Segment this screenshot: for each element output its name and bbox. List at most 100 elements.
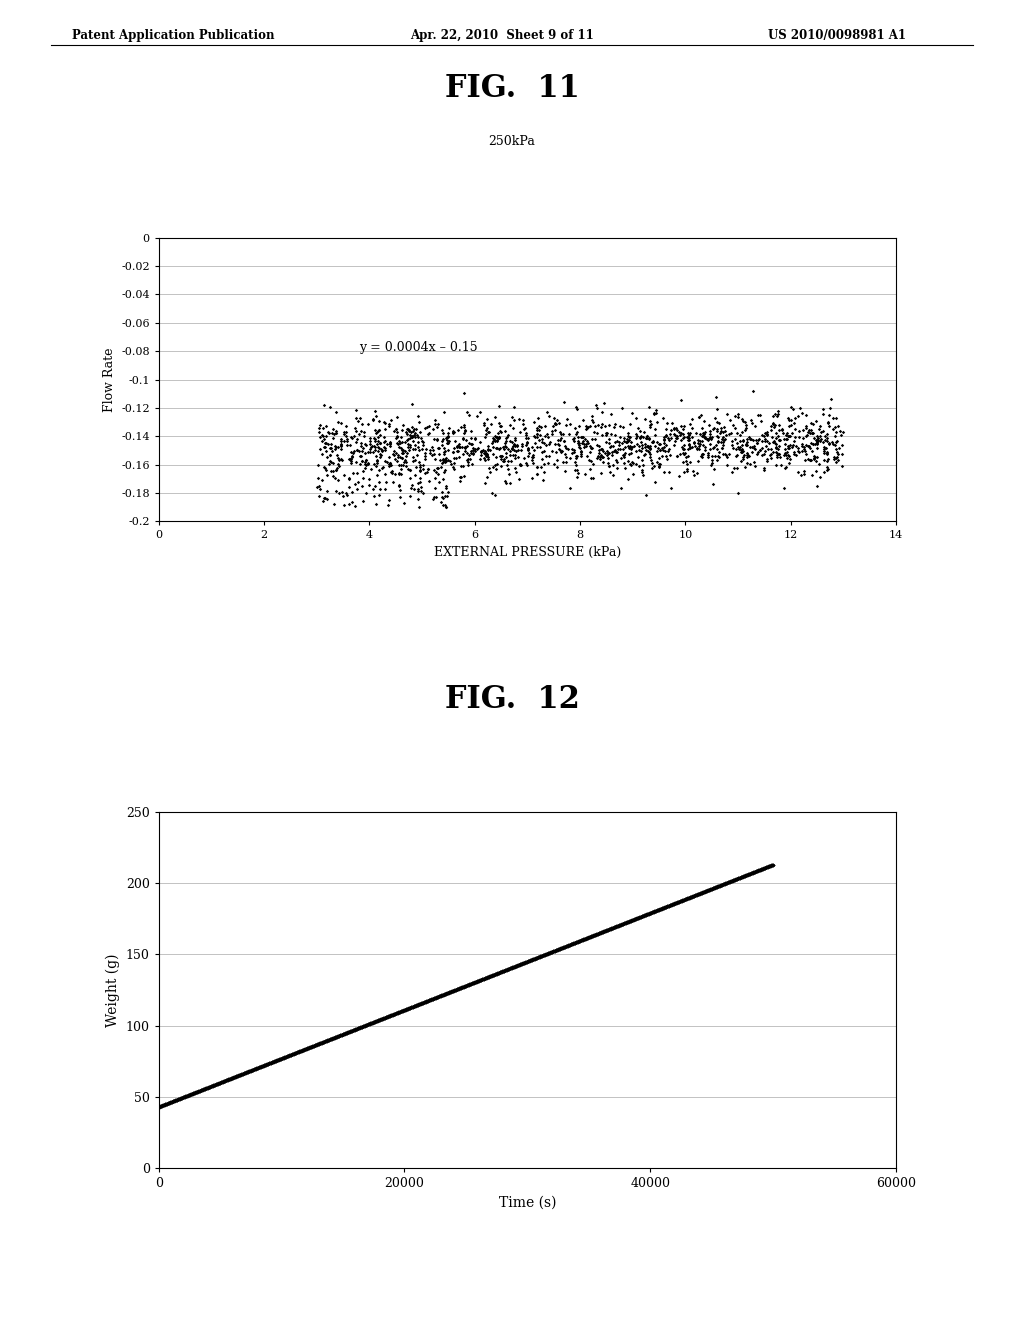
Point: [362, 430, 379, 451]
Point: [188, 1081, 205, 1102]
Point: [781, 426, 798, 447]
Point: [780, 445, 797, 466]
Point: [372, 1008, 388, 1030]
Point: [680, 426, 696, 447]
Point: [524, 447, 541, 469]
Point: [469, 405, 485, 426]
Point: [294, 1040, 310, 1061]
Point: [603, 917, 620, 939]
Point: [408, 995, 424, 1016]
Point: [694, 882, 711, 903]
Point: [425, 418, 441, 440]
Point: [769, 442, 785, 463]
Point: [180, 1085, 197, 1106]
Point: [514, 953, 530, 974]
Point: [605, 465, 622, 486]
Point: [505, 957, 521, 978]
Point: [671, 891, 687, 912]
Point: [680, 887, 696, 908]
Point: [367, 430, 383, 451]
Point: [580, 418, 596, 440]
Point: [252, 1056, 268, 1077]
Point: [342, 449, 358, 470]
Point: [809, 430, 825, 451]
Point: [308, 1034, 325, 1055]
Point: [810, 428, 826, 449]
Point: [233, 1064, 250, 1085]
Text: FIG.  11: FIG. 11: [444, 73, 580, 103]
Point: [193, 1080, 209, 1101]
Point: [677, 888, 693, 909]
Point: [568, 455, 585, 477]
Point: [392, 1001, 409, 1022]
Point: [279, 1045, 295, 1067]
Point: [645, 902, 662, 923]
Point: [745, 862, 762, 883]
Point: [453, 977, 469, 998]
Point: [283, 1044, 299, 1065]
Point: [485, 965, 502, 986]
Point: [318, 425, 335, 446]
Text: Apr. 22, 2010  Sheet 9 of 11: Apr. 22, 2010 Sheet 9 of 11: [410, 29, 593, 42]
Point: [627, 908, 643, 929]
Point: [628, 908, 644, 929]
Point: [422, 990, 438, 1011]
Point: [331, 483, 347, 504]
Point: [416, 483, 432, 504]
Point: [282, 1044, 298, 1065]
Point: [315, 1031, 332, 1052]
Point: [407, 995, 423, 1016]
Point: [348, 1019, 365, 1040]
Point: [348, 440, 365, 461]
Point: [597, 920, 613, 941]
Point: [393, 1001, 410, 1022]
Point: [532, 457, 549, 478]
Point: [684, 886, 700, 907]
Point: [260, 1053, 276, 1074]
Point: [554, 937, 570, 958]
Point: [266, 1051, 283, 1072]
Point: [253, 1056, 269, 1077]
Point: [461, 974, 477, 995]
Point: [770, 400, 786, 421]
Point: [699, 880, 716, 902]
Point: [479, 966, 496, 987]
Point: [413, 993, 429, 1014]
Point: [377, 430, 393, 451]
Point: [761, 855, 777, 876]
Point: [288, 1043, 304, 1064]
Point: [372, 433, 388, 454]
Point: [314, 1032, 331, 1053]
Point: [601, 919, 617, 940]
Point: [722, 871, 738, 892]
Point: [382, 436, 398, 457]
Point: [668, 892, 684, 913]
Point: [404, 426, 421, 447]
Point: [542, 942, 558, 964]
Point: [462, 974, 478, 995]
Point: [696, 426, 713, 447]
Point: [808, 450, 824, 471]
Point: [549, 457, 565, 478]
Point: [537, 944, 553, 965]
Point: [609, 915, 626, 936]
Point: [457, 975, 473, 997]
Point: [351, 454, 368, 475]
Point: [578, 928, 594, 949]
Point: [401, 434, 418, 455]
Point: [449, 978, 465, 999]
Point: [539, 944, 555, 965]
Point: [827, 408, 844, 429]
Point: [433, 434, 450, 455]
Point: [774, 418, 791, 440]
Point: [488, 962, 505, 983]
Point: [473, 969, 489, 990]
Point: [550, 939, 566, 960]
Point: [403, 997, 420, 1018]
Point: [369, 1010, 385, 1031]
Point: [675, 442, 691, 463]
Point: [364, 436, 380, 457]
Point: [516, 952, 532, 973]
Point: [237, 1063, 253, 1084]
Point: [390, 1002, 407, 1023]
